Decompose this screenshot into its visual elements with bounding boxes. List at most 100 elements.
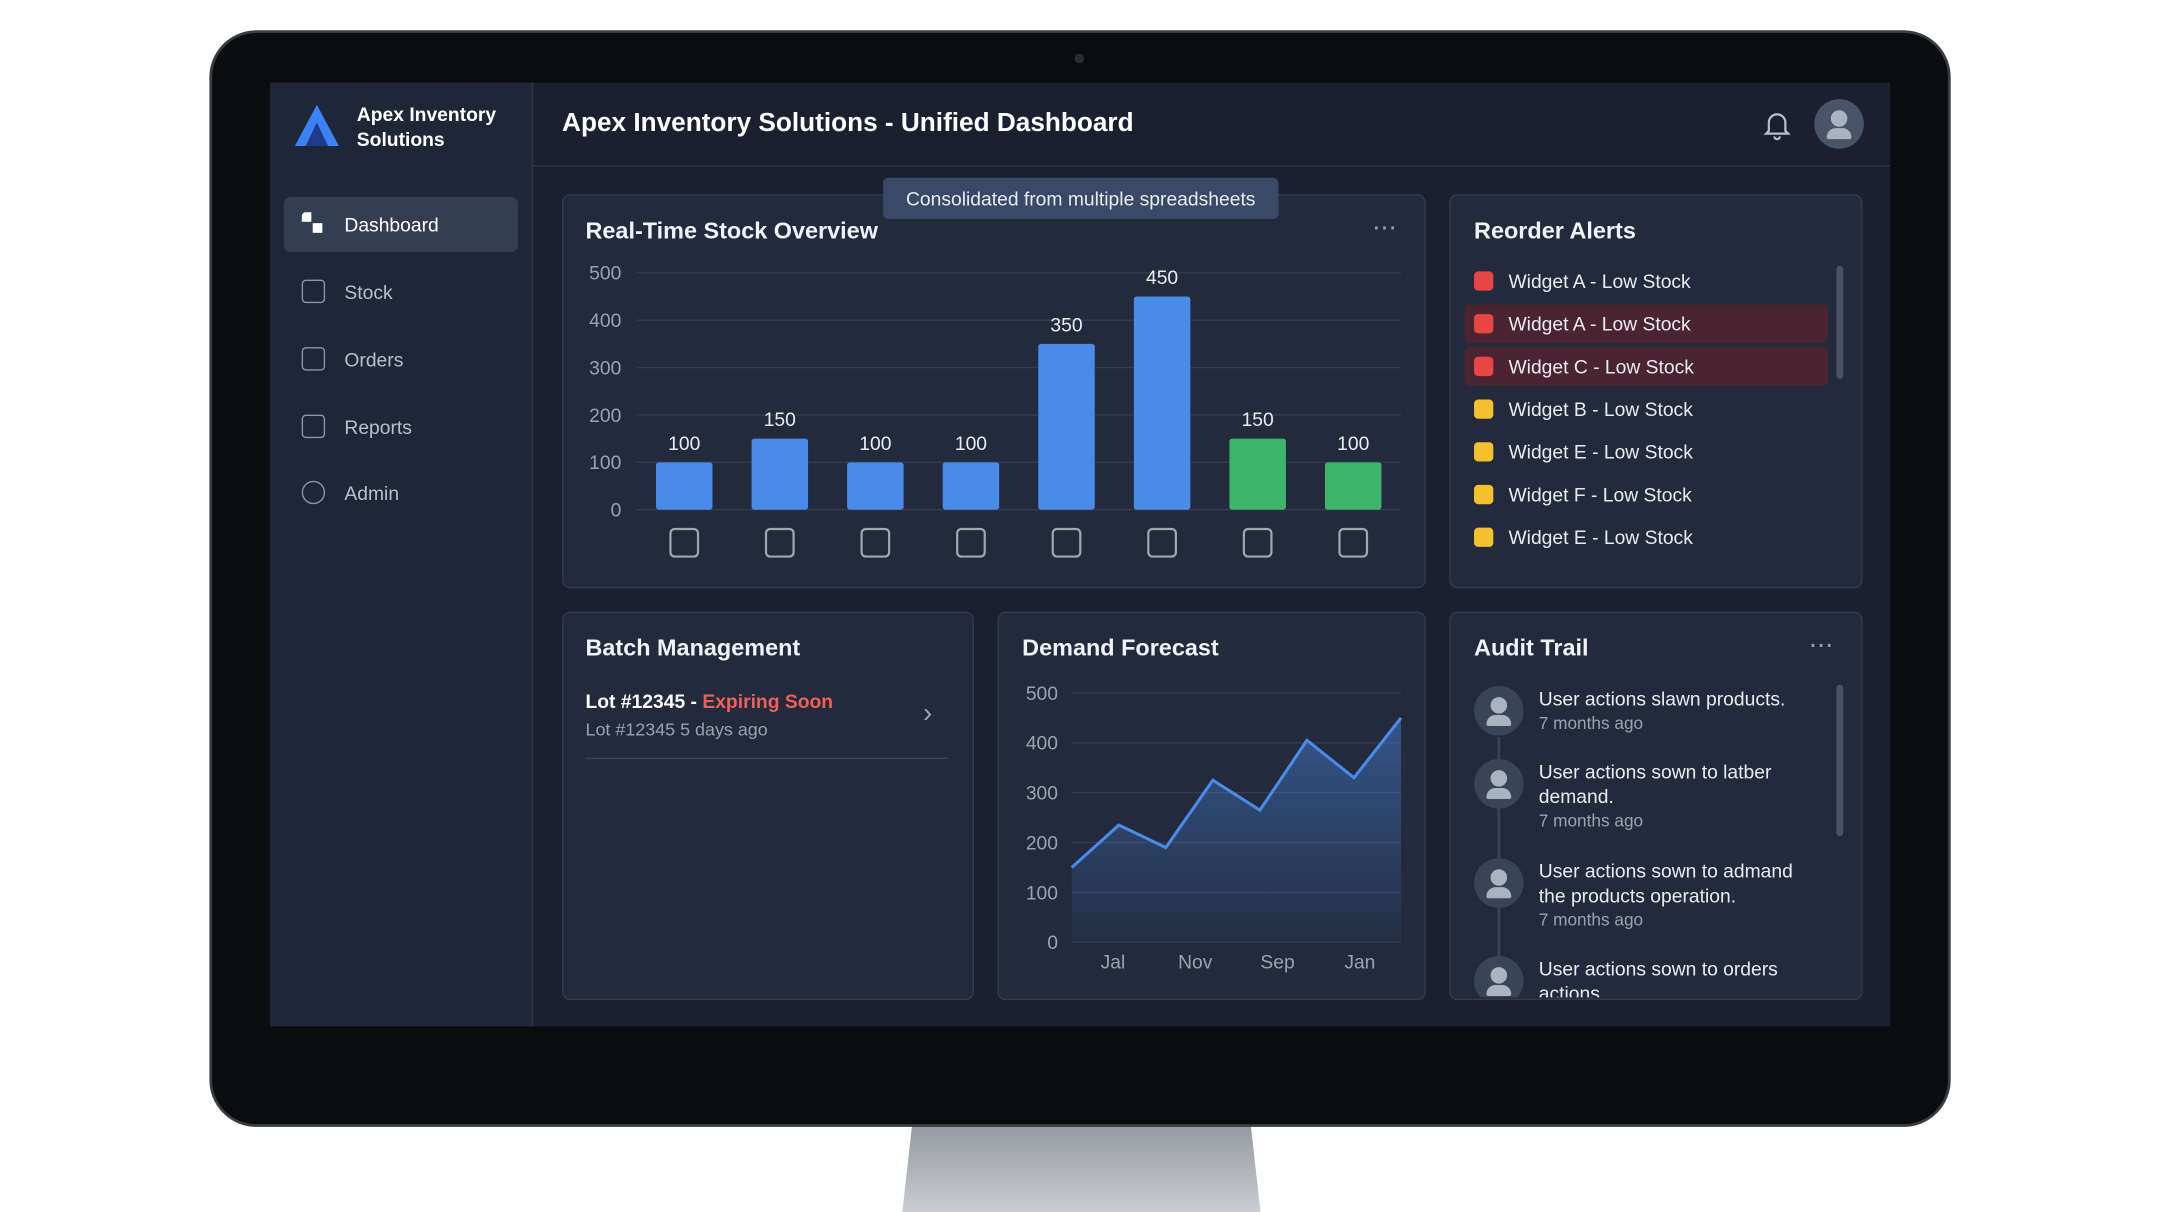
audit-item: User actions sown to latber demand. 7 mon… (1539, 759, 1821, 833)
alert-swatch (1474, 271, 1494, 291)
alert-label: Widget F - Low Stock (1508, 483, 1692, 506)
batch-panel (562, 611, 974, 1001)
bar (1038, 343, 1095, 510)
y-tick-label: 100 (1026, 883, 1058, 904)
nav-item[interactable]: Admin (284, 466, 518, 521)
lot-label: Lot #12345 - (585, 690, 697, 713)
audit-time: 7 months ago (1538, 910, 1644, 930)
audit-panel (1449, 611, 1863, 1001)
more-menu[interactable]: ⋯ (1372, 213, 1397, 242)
alert-item: Widget B - Low Stock (1464, 390, 1828, 429)
category-icon (1242, 527, 1273, 558)
x-tick-label: Jan (1344, 952, 1375, 973)
alert-item: Widget F - Low Stock (1464, 475, 1828, 514)
y-tick-label: 0 (1047, 933, 1058, 954)
alert-swatch (1474, 314, 1494, 334)
audit-list: User actions slawn products. 7 months ago… (1474, 686, 1821, 998)
app-name: Apex Inventory Solutions (356, 103, 497, 151)
nav-label: Reports (344, 416, 412, 439)
audit-text: User actions sown to orders actions (1538, 957, 1778, 998)
bar (1229, 438, 1286, 510)
x-tick-label: Jal (1101, 952, 1126, 973)
alert-label: Widget E - Low Stock (1508, 440, 1693, 463)
alert-label: Widget E - Low Stock (1508, 526, 1693, 549)
alert-swatch (1474, 484, 1494, 505)
audit-text: User actions sown to admand the products… (1538, 859, 1793, 907)
nav-label: Orders (344, 348, 404, 371)
nav-item[interactable]: Orders (284, 332, 518, 387)
panel-title: Reorder Alerts (1474, 217, 1636, 244)
alert-swatch (1474, 356, 1494, 377)
bar-value-label: 450 (1146, 268, 1178, 289)
panel-title: Audit Trail (1474, 635, 1589, 662)
camera (1074, 53, 1085, 64)
bar (751, 438, 809, 510)
forecast-area (1071, 717, 1402, 943)
bar (1324, 462, 1382, 510)
alert-label: Widget A - Low Stock (1508, 312, 1691, 335)
audit-text: User actions sown to latber demand. (1538, 760, 1772, 808)
category-icon (1338, 527, 1369, 558)
y-tick-label: 500 (1026, 684, 1058, 705)
category-icon (1147, 527, 1177, 558)
bar-value-label: 100 (668, 434, 700, 455)
bar-value-label: 100 (1337, 434, 1369, 455)
x-tick-label: Sep (1260, 952, 1294, 973)
y-tick-label: 200 (589, 406, 621, 427)
alert-label: Widget A - Low Stock (1508, 270, 1691, 293)
more-menu[interactable]: ⋯ (1808, 630, 1834, 659)
user-avatar[interactable] (1814, 99, 1864, 149)
audit-time: 7 months ago (1538, 713, 1644, 733)
panel-title: Batch Management (585, 635, 801, 662)
nav-item[interactable]: Reports (284, 400, 518, 455)
audit-item: User actions slawn products. 7 months ago (1539, 686, 1821, 736)
audit-avatar (1474, 686, 1524, 736)
bar (847, 462, 904, 510)
audit-time: 7 months ago (1538, 811, 1644, 831)
alert-label: Widget C - Low Stock (1508, 355, 1694, 378)
bar-value-label: 100 (859, 434, 891, 455)
forecast-line (1070, 716, 1403, 869)
alert-item: Widget A - Low Stock (1464, 262, 1828, 301)
bar-value-label: 150 (764, 410, 796, 431)
panel-title: Real-Time Stock Overview (585, 217, 878, 244)
category-icon (1051, 527, 1082, 558)
logo (294, 104, 339, 147)
audit-avatar (1474, 759, 1524, 809)
batch-lot: Lot #12345 - Expiring Soon (585, 690, 833, 712)
y-tick-label: 100 (589, 453, 621, 474)
bar (1133, 296, 1191, 510)
y-tick-label: 300 (1026, 784, 1058, 805)
alert-swatch (1474, 527, 1494, 547)
audit-text: User actions slawn products. (1538, 687, 1786, 710)
lot-status: Expiring Soon (702, 690, 834, 713)
bar (942, 462, 1000, 510)
reorder-panel (1449, 194, 1863, 589)
category-icon (669, 527, 700, 558)
nav-label: Admin (344, 482, 400, 505)
scrollbar (1836, 684, 1844, 837)
bar-value-label: 100 (955, 434, 987, 455)
bar-value-label: 350 (1050, 315, 1082, 336)
timeline-line (1497, 737, 1501, 958)
batch-detail: Lot #12345 5 days ago (585, 719, 768, 740)
nav-item[interactable]: Stock (284, 264, 518, 319)
alert-item: Widget E - Low Stock (1464, 433, 1828, 472)
alert-item: Widget C - Low Stock (1464, 347, 1829, 386)
bell-icon[interactable] (1763, 110, 1791, 141)
nav-item[interactable]: Dashboard (283, 196, 518, 253)
y-tick-label: 200 (1026, 833, 1058, 854)
bar-value-label: 150 (1242, 410, 1274, 431)
x-tick-label: Nov (1178, 952, 1213, 973)
panel-title: Demand Forecast (1022, 635, 1219, 662)
alert-item: Widget A - Low Stock (1464, 304, 1829, 344)
batch-row[interactable] (585, 689, 948, 760)
y-tick-label: 400 (1026, 734, 1058, 755)
alert-item: Widget E - Low Stock (1464, 518, 1828, 557)
chevron: › (922, 698, 933, 729)
nav-label: Dashboard (344, 213, 439, 236)
scrollbar (1836, 265, 1844, 379)
